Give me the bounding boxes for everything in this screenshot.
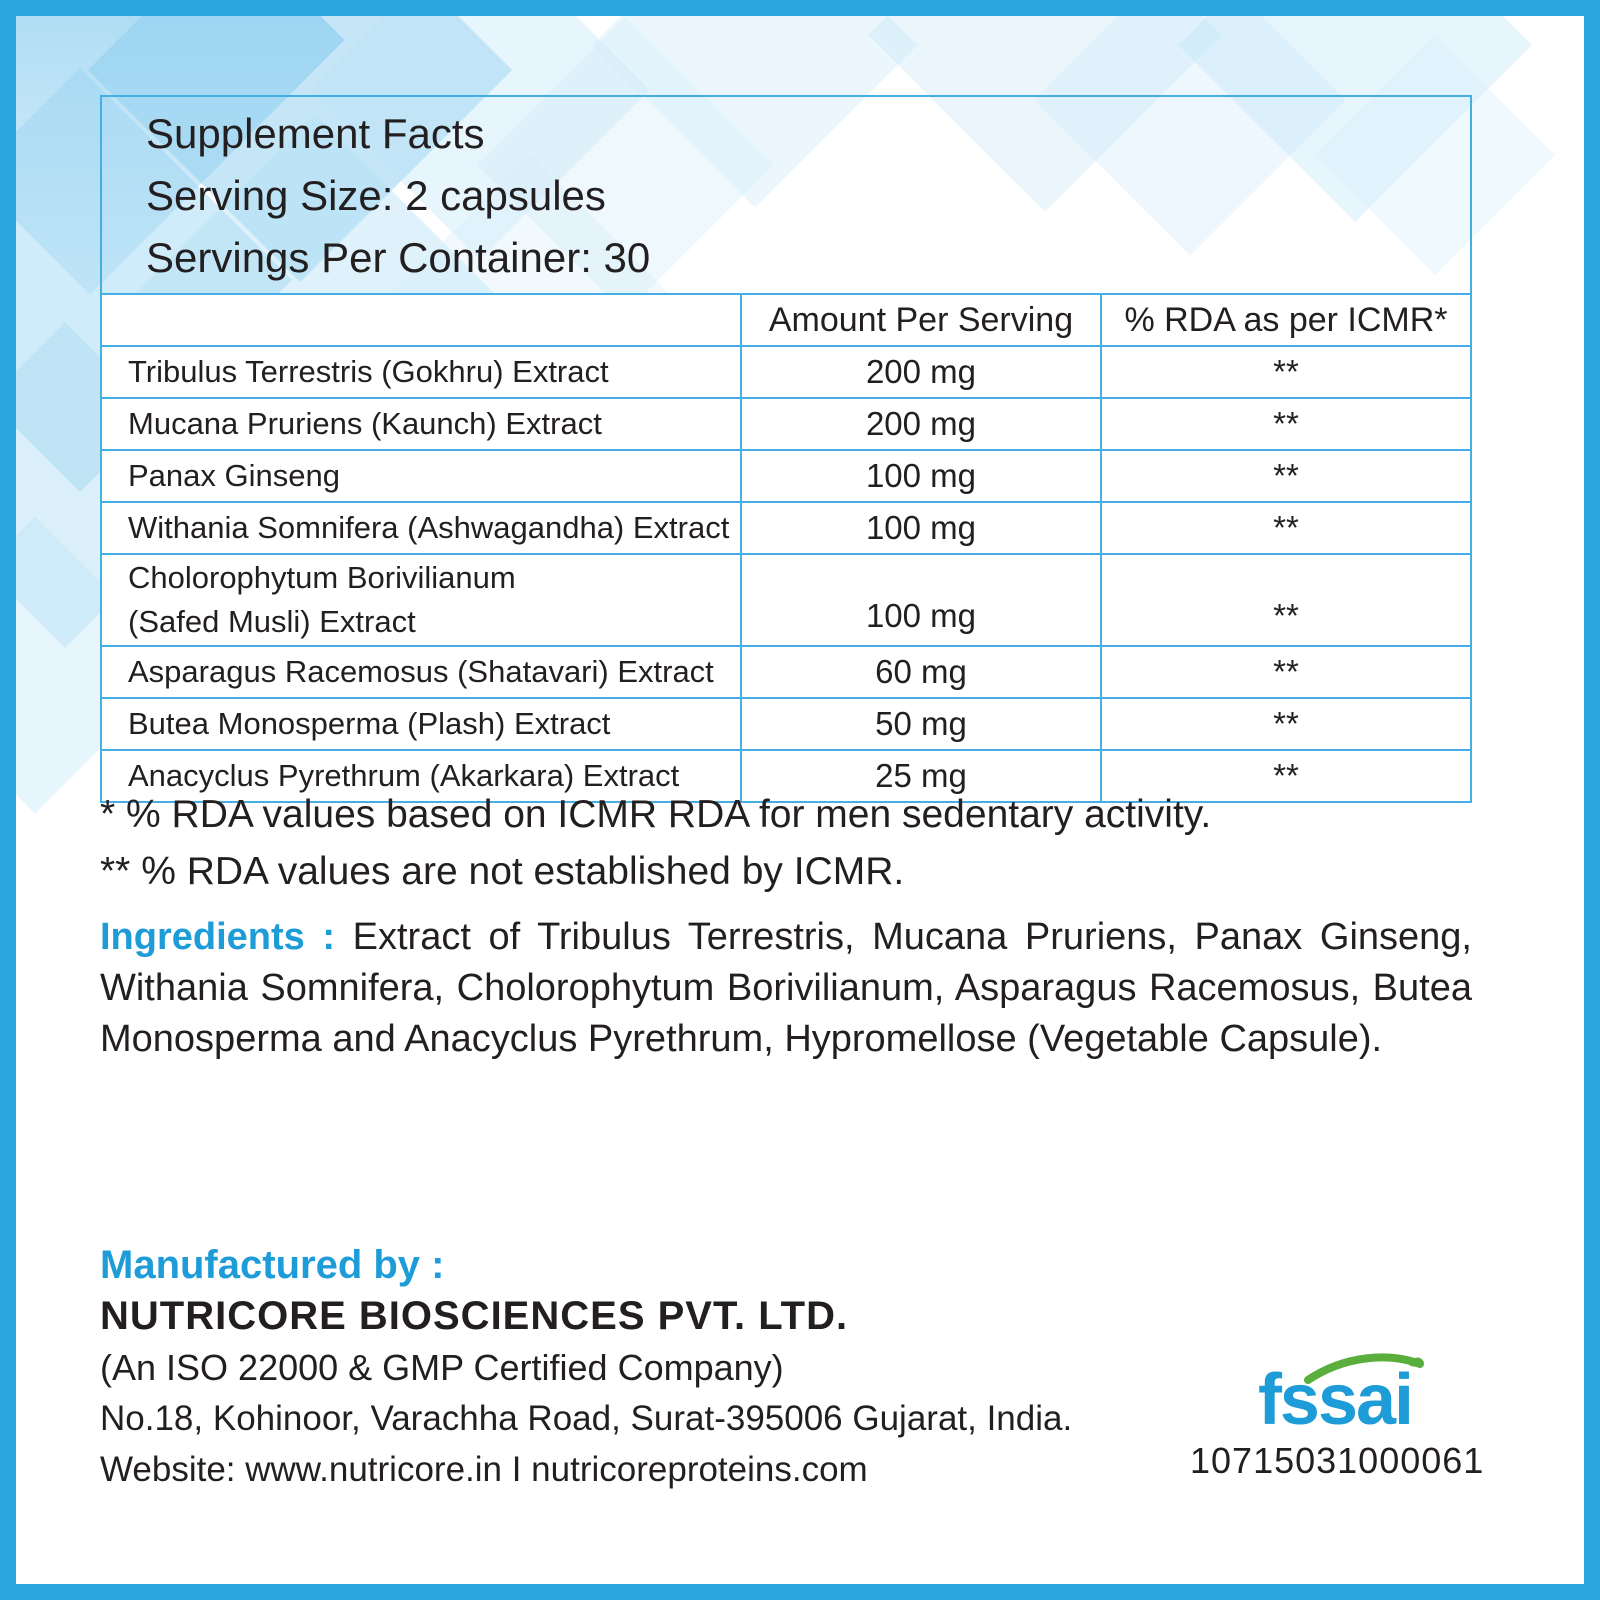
table-row: Panax Ginseng 100 mg ** — [100, 449, 1473, 503]
ingredient-rda: ** — [1099, 553, 1473, 647]
certification-line: (An ISO 22000 & GMP Certified Company) — [100, 1347, 784, 1388]
ingredient-name: Withania Somnifera (Ashwagandha) Extract — [100, 501, 742, 555]
footnotes: * % RDA values based on ICMR RDA for men… — [100, 786, 1470, 900]
ingredient-amount: 100 mg — [740, 553, 1102, 647]
table-row: Asparagus Racemosus (Shatavari) Extract … — [100, 645, 1473, 699]
ingredient-name: Butea Monosperma (Plash) Extract — [100, 697, 742, 751]
ingredient-amount: 200 mg — [740, 345, 1102, 399]
ingredient-amount: 100 mg — [740, 449, 1102, 503]
ingredient-name: Anacyclus Pyrethrum (Akarkara) Extract — [100, 749, 742, 803]
ingredient-name: Mucana Pruriens (Kaunch) Extract — [100, 397, 742, 451]
ingredient-amount: 100 mg — [740, 501, 1102, 555]
facts-title: Supplement Facts — [146, 110, 485, 157]
ingredients-paragraph: Ingredients : Extract of Tribulus Terres… — [100, 912, 1472, 1065]
table-row: Tribulus Terrestris (Gokhru) Extract 200… — [100, 345, 1473, 399]
ingredient-rda: ** — [1099, 449, 1473, 503]
ingredient-rda: ** — [1099, 397, 1473, 451]
column-header-rda: % RDA as per ICMR* — [1099, 293, 1473, 347]
footnote-rda-not-established: ** % RDA values are not established by I… — [100, 850, 905, 893]
column-header-amount: Amount Per Serving — [740, 293, 1102, 347]
fssai-block: fssai 10715031000061 — [1190, 1353, 1485, 1482]
ingredient-rda: ** — [1099, 749, 1473, 803]
company-name: NUTRICORE BIOSCIENCES PVT. LTD. — [100, 1294, 849, 1338]
manufactured-by-heading: Manufactured by : — [100, 1243, 445, 1287]
column-header-ingredient — [100, 293, 742, 347]
ingredient-name: Asparagus Racemosus (Shatavari) Extract — [100, 645, 742, 699]
table-row: Cholorophytum Borivilianum (Safed Musli)… — [100, 553, 1473, 647]
column-header-row: Amount Per Serving % RDA as per ICMR* — [100, 293, 1473, 347]
fssai-leaf-icon — [1304, 1353, 1425, 1384]
facts-heading-row: Supplement Facts Serving Size: 2 capsule… — [99, 95, 1473, 295]
table-row: Butea Monosperma (Plash) Extract 50 mg *… — [100, 697, 1473, 751]
table-row: Anacyclus Pyrethrum (Akarkara) Extract 2… — [100, 749, 1473, 803]
ingredient-amount: 200 mg — [740, 397, 1102, 451]
serving-size: Serving Size: 2 capsules — [146, 172, 606, 219]
ingredient-amount: 50 mg — [740, 697, 1102, 751]
manufacturer-block: Manufactured by : NUTRICORE BIOSCIENCES … — [100, 1240, 1200, 1495]
company-address: No.18, Kohinoor, Varachha Road, Surat-39… — [100, 1399, 1073, 1438]
fssai-license-number: 10715031000061 — [1190, 1440, 1485, 1481]
table-row: Withania Somnifera (Ashwagandha) Extract… — [100, 501, 1473, 555]
ingredient-rda: ** — [1099, 697, 1473, 751]
servings-per-container: Servings Per Container: 30 — [146, 234, 651, 281]
fssai-logo: fssai — [1257, 1353, 1425, 1440]
supplement-facts-table: Supplement Facts Serving Size: 2 capsule… — [99, 95, 1473, 803]
ingredient-name: Cholorophytum Borivilianum (Safed Musli)… — [100, 553, 742, 647]
facts-heading: Supplement Facts Serving Size: 2 capsule… — [99, 95, 1473, 295]
ingredient-rda: ** — [1099, 345, 1473, 399]
ingredient-name: Tribulus Terrestris (Gokhru) Extract — [100, 345, 742, 399]
ingredient-amount: 60 mg — [740, 645, 1102, 699]
ingredients-text: Extract of Tribulus Terrestris, Mucana P… — [100, 916, 1472, 1060]
table-row: Mucana Pruriens (Kaunch) Extract 200 mg … — [100, 397, 1473, 451]
ingredient-amount: 25 mg — [740, 749, 1102, 803]
ingredient-rda: ** — [1099, 645, 1473, 699]
ingredients-label: Ingredients : — [100, 916, 336, 958]
company-website: Website: www.nutricore.in I nutricorepro… — [100, 1450, 868, 1489]
footnote-rda-basis: * % RDA values based on ICMR RDA for men… — [100, 793, 1212, 836]
ingredient-name: Panax Ginseng — [100, 449, 742, 503]
fssai-logo-text: fssai — [1257, 1360, 1414, 1440]
ingredient-rda: ** — [1099, 501, 1473, 555]
